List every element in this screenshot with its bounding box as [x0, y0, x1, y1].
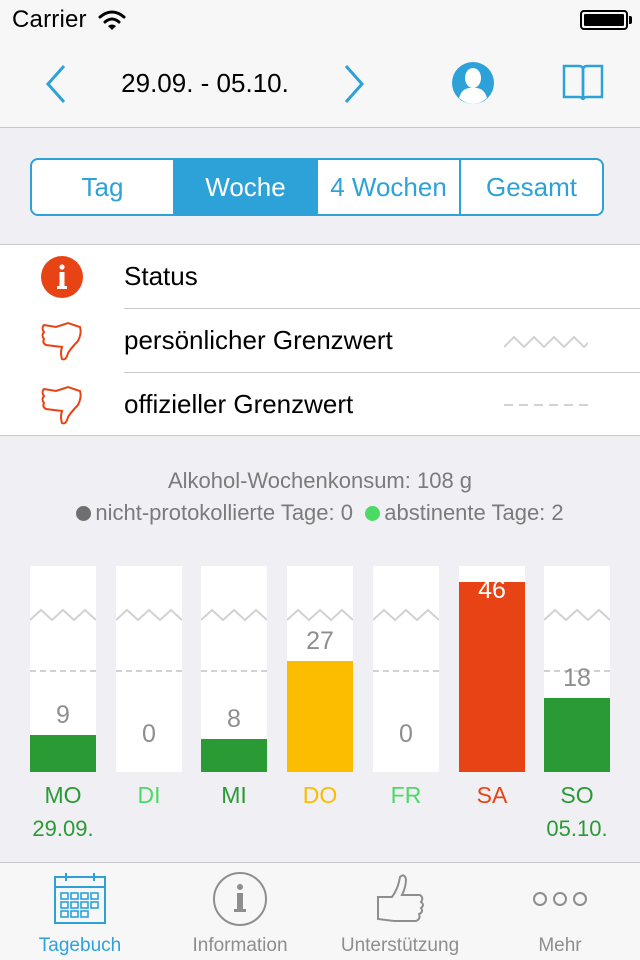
- chart-day-label: MO: [44, 782, 82, 808]
- weekly-bar-chart: 9 MO 29.09. 0 DI 8 MI 27 DO 0 FR 46 SA 18 SO 05.10.: [0, 560, 640, 860]
- personal-limit-line: [201, 608, 267, 622]
- legend-label-status: Status: [124, 261, 198, 291]
- dashed-line-marker: [504, 404, 588, 406]
- chart-value-label: 0: [142, 720, 156, 748]
- segment-gesamt[interactable]: Gesamt: [485, 171, 578, 202]
- day-stats: nicht-protokollierte Tage: 0 abstinente …: [0, 500, 640, 526]
- tab-label-tagebuch: Tagebuch: [38, 935, 122, 956]
- legend-label-official-limit: offizieller Grenzwert: [124, 389, 354, 419]
- calendar-icon: [54, 873, 106, 924]
- chart-value-label: 9: [56, 701, 70, 729]
- chart-value-label: 46: [478, 576, 506, 604]
- personal-limit-line: [373, 608, 439, 622]
- tab-label-mehr: Mehr: [538, 935, 582, 956]
- chart-day-label: MI: [221, 782, 247, 808]
- legend-row-personal-limit: persönlicher Grenzwert: [0, 309, 640, 373]
- official-limit-line: [116, 670, 182, 672]
- legend-list: Status persönlicher Grenzwert offizielle…: [0, 244, 640, 436]
- chart-day-label: FR: [390, 782, 422, 808]
- not-logged-text: nicht-protokollierte Tage: 0: [95, 500, 353, 525]
- segment-woche[interactable]: Woche: [175, 160, 318, 214]
- chart-bar-so: [544, 698, 610, 772]
- tab-information[interactable]: Information: [160, 863, 320, 960]
- tab-unterstuetzung[interactable]: Unterstützung: [320, 863, 480, 960]
- tab-mehr[interactable]: Mehr: [480, 863, 640, 960]
- personal-limit-line: [287, 608, 353, 622]
- chart-date-label: 29.09.: [32, 816, 94, 841]
- navigation-bar: 29.09. - 05.10.: [0, 40, 640, 128]
- tab-bar: Tagebuch Information Unterstützung Mehr: [0, 862, 640, 960]
- chart-day-label: SO: [560, 782, 594, 808]
- chart-column-mo[interactable]: 9: [30, 566, 96, 772]
- legend-row-status: Status: [0, 245, 640, 309]
- segment-tag[interactable]: Tag: [32, 160, 175, 214]
- legend-row-official-limit: offizieller Grenzwert: [0, 373, 640, 437]
- personal-limit-line: [116, 608, 182, 622]
- chart-bar-mo: [30, 735, 96, 772]
- chart-value-label: 0: [399, 720, 413, 748]
- chart-date-label: 05.10.: [546, 816, 608, 841]
- profile-icon[interactable]: [450, 60, 496, 106]
- tab-tagebuch[interactable]: Tagebuch: [0, 863, 160, 960]
- chart-column-fr[interactable]: 0: [373, 566, 439, 772]
- more-icon: [533, 892, 587, 906]
- official-limit-line: [30, 670, 96, 672]
- official-limit-line: [544, 670, 610, 672]
- chart-column-sa[interactable]: 46: [459, 566, 525, 772]
- personal-limit-line: [30, 608, 96, 622]
- chart-bar-do: [287, 661, 353, 772]
- chart-day-label: SA: [476, 782, 508, 808]
- chart-value-label: 8: [227, 705, 241, 733]
- chart-day-label: DI: [137, 782, 161, 808]
- chart-day-label: DO: [302, 782, 338, 808]
- personal-limit-line: [544, 608, 610, 622]
- chart-column-mi[interactable]: 8: [201, 566, 267, 772]
- wifi-icon: [98, 10, 126, 30]
- info-circle-icon: [213, 872, 267, 926]
- chevron-left-icon[interactable]: [36, 62, 76, 106]
- chart-bar-mi: [201, 739, 267, 772]
- legend-label-personal-limit: persönlicher Grenzwert: [124, 325, 393, 355]
- tab-label-unterstuetzung: Unterstützung: [340, 935, 460, 956]
- info-icon: [41, 256, 83, 298]
- abstinent-text: abstinente Tage: 2: [384, 500, 564, 525]
- period-segmented-control: Tag Woche 4 Wochen Gesamt: [30, 158, 604, 216]
- not-logged-dot-icon: [76, 506, 92, 521]
- date-range-title: 29.09. - 05.10.: [121, 68, 289, 98]
- segment-4-wochen[interactable]: 4 Wochen: [318, 160, 461, 214]
- official-limit-line: [373, 670, 439, 672]
- chevron-right-icon[interactable]: [334, 62, 374, 106]
- official-limit-line: [201, 670, 267, 672]
- carrier-label: Carrier: [12, 6, 87, 33]
- tab-label-information: Information: [192, 935, 288, 956]
- chart-value-label: 18: [563, 664, 591, 692]
- chart-column-so[interactable]: 18: [544, 566, 610, 772]
- battery-icon: [580, 10, 632, 30]
- chart-bar-sa: [459, 582, 525, 772]
- thumbs-up-icon: [377, 874, 424, 922]
- thumbs-down-icon: [41, 385, 82, 425]
- abstinent-dot-icon: [365, 506, 381, 521]
- zigzag-line-marker: [504, 335, 588, 349]
- chart-value-label: 27: [306, 627, 334, 655]
- chart-column-di[interactable]: 0: [116, 566, 182, 772]
- chart-column-do[interactable]: 27: [287, 566, 353, 772]
- book-icon[interactable]: [560, 62, 606, 104]
- thumbs-down-icon: [41, 321, 82, 361]
- status-bar: Carrier: [0, 0, 640, 40]
- weekly-consumption-text: Alkohol-Wochenkonsum: 108 g: [167, 468, 473, 493]
